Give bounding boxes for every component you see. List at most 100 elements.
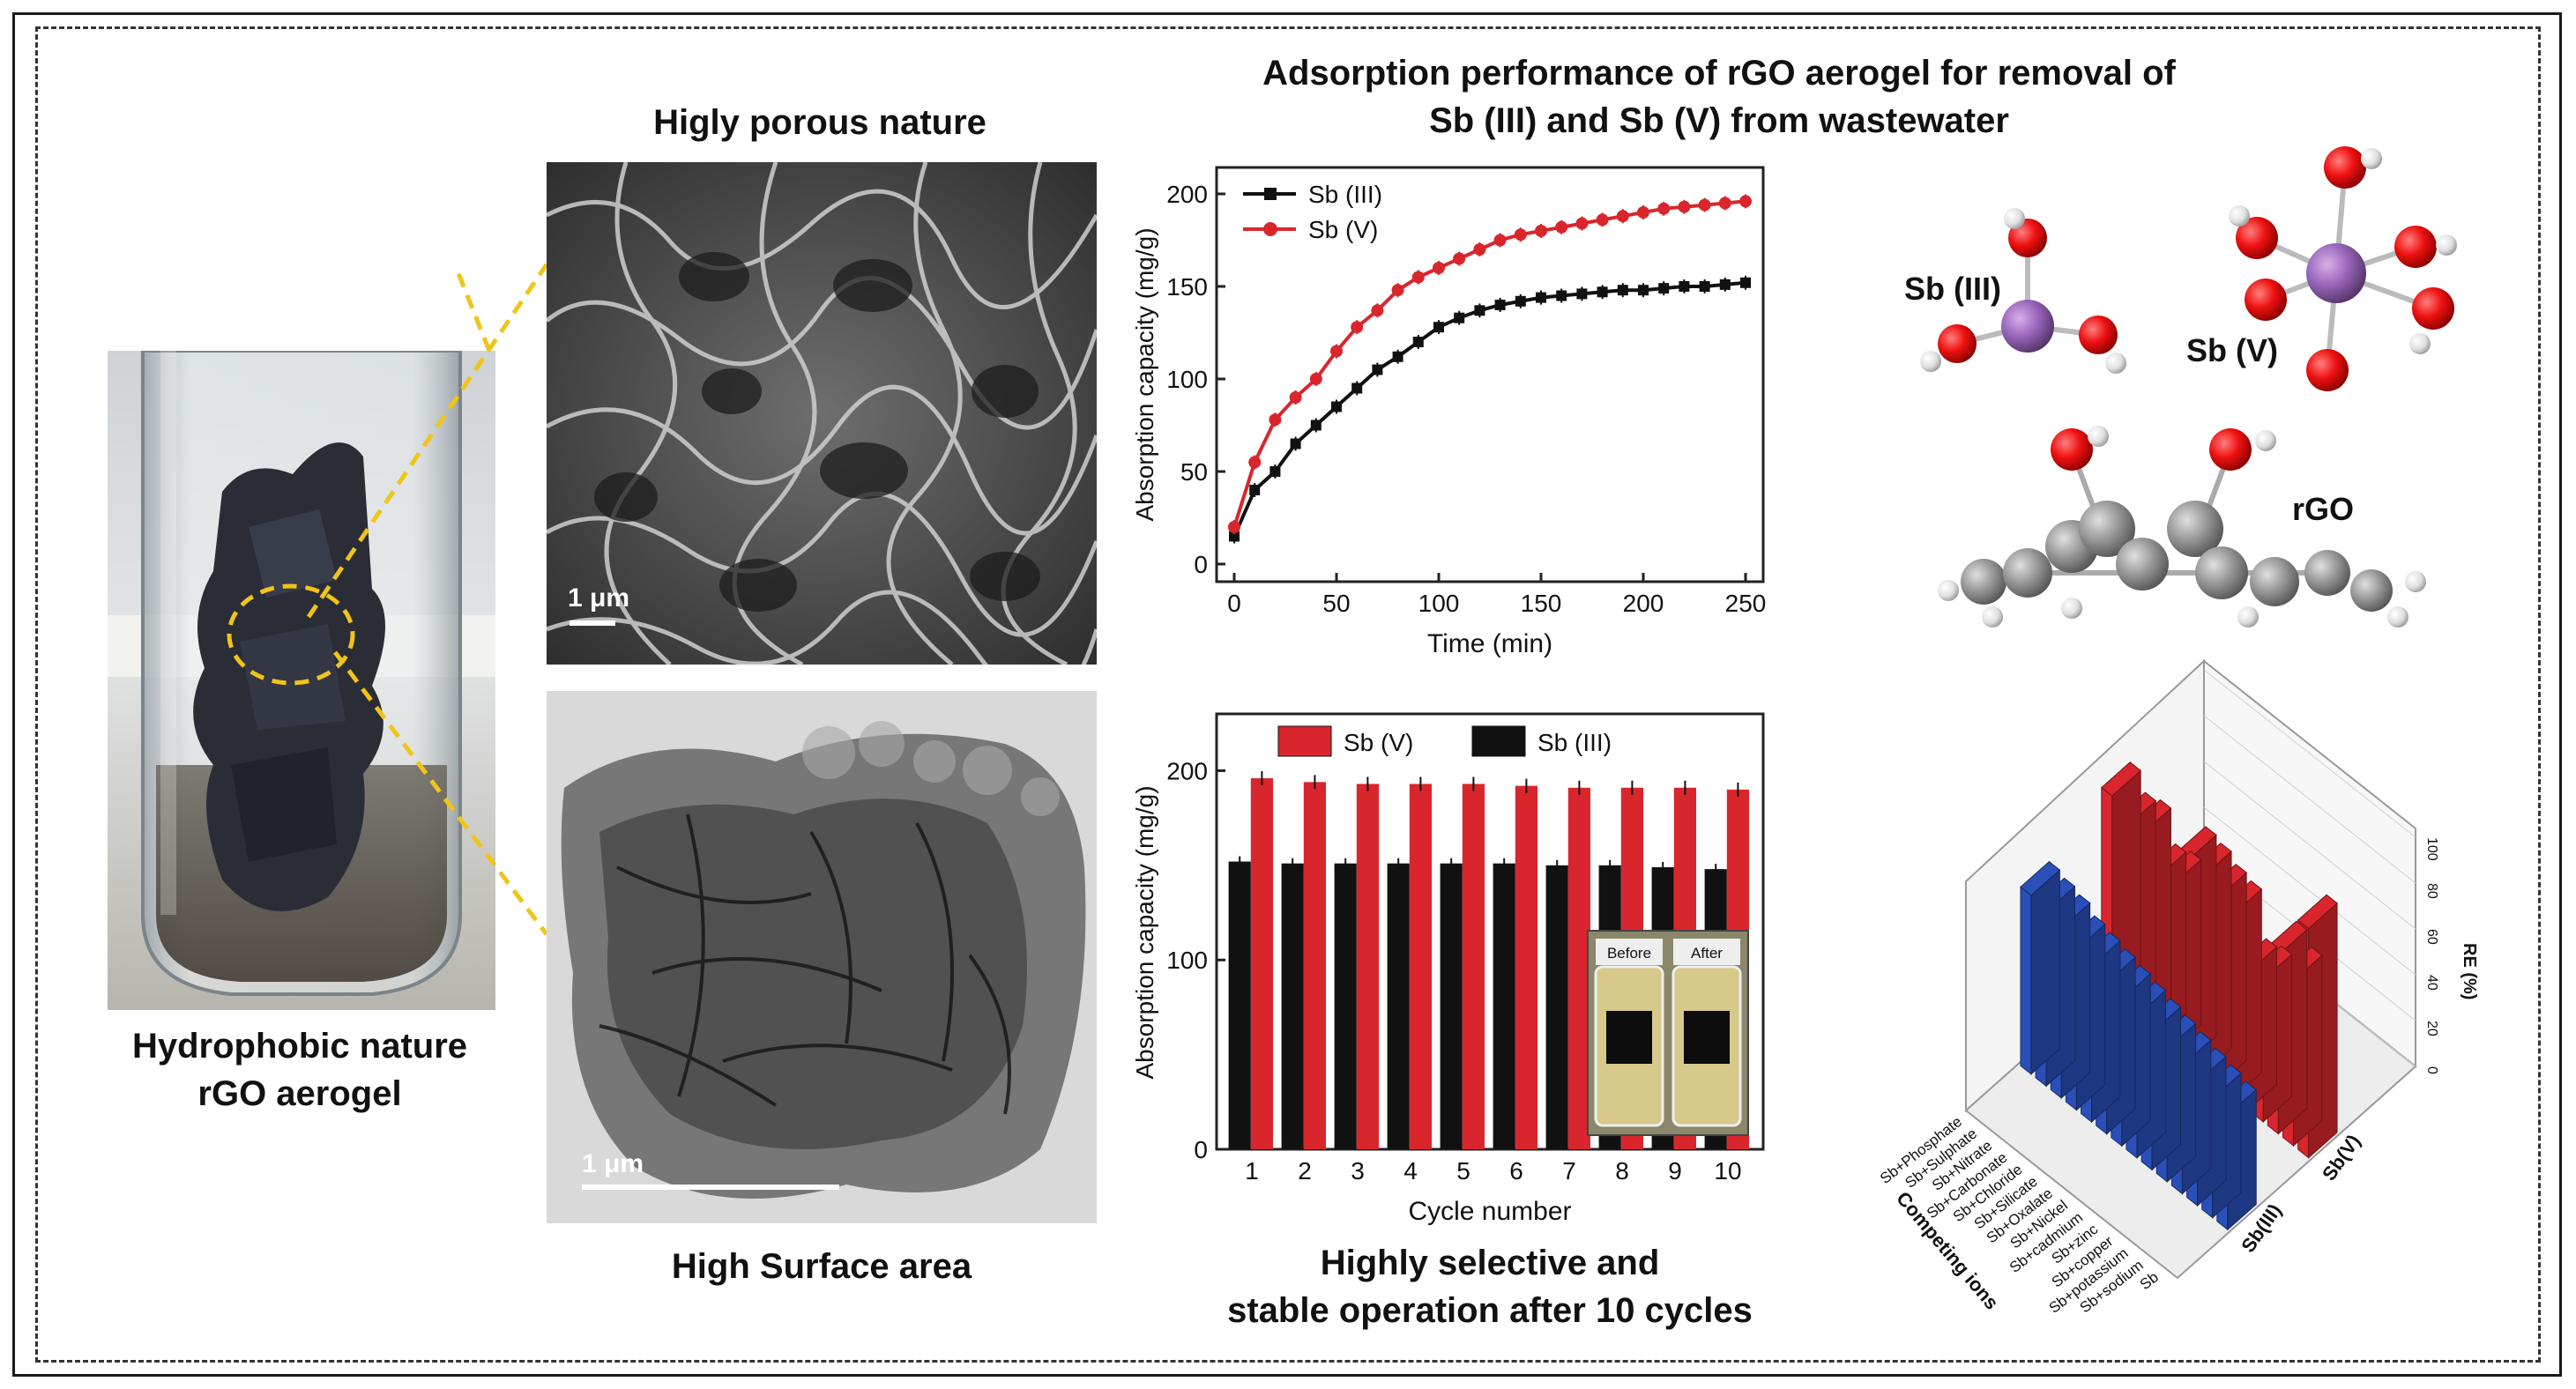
line-point: [1698, 198, 1711, 212]
bar-sb3: [1545, 865, 1568, 1149]
bar-xtick-label: 4: [1403, 1157, 1418, 1185]
z-gridline: [2203, 761, 2416, 930]
line-point: [1739, 195, 1752, 208]
sem-title: Higly porous nature: [653, 103, 986, 142]
z-gridline: [2203, 669, 2416, 838]
sb5-label: Sb (V): [2186, 332, 2278, 368]
line-point: [1637, 206, 1649, 219]
bar-xtick-label: 6: [1509, 1157, 1523, 1185]
line-point: [1638, 285, 1649, 296]
bar-ytick-label: 0: [1194, 1136, 1208, 1163]
line-point: [1515, 295, 1526, 307]
bar-legend-swatch: [1471, 725, 1526, 757]
bottom-title-text: Highly selective and stable operation af…: [1227, 1244, 1753, 1330]
line-point: [1679, 281, 1690, 292]
bar-chart: 0 100 200 1 2 3 4 5 6 7 8 9 10 Sb (V) Sb (III) Cycle …: [1120, 705, 1781, 1234]
z-tick-label: 80: [2424, 883, 2439, 899]
line-point: [1331, 401, 1342, 412]
line-point: [1249, 485, 1261, 495]
line-point: [1289, 391, 1302, 404]
rgo-label: rGO: [2292, 491, 2354, 527]
bar-sb3: [1281, 863, 1304, 1149]
bar-xtick-label: 5: [1456, 1157, 1470, 1185]
line-point: [1228, 521, 1240, 533]
line-point: [1290, 438, 1301, 449]
line-point: [1596, 213, 1609, 227]
bar-legend-label: Sb (V): [1344, 729, 1413, 756]
caption-hydrophobic-text: Hydrophobic nature rGO aerogel: [131, 1027, 468, 1113]
line-point: [1433, 322, 1444, 333]
line-point: [1658, 283, 1670, 294]
bar-sb5: [1462, 784, 1485, 1149]
bar-sb3: [1493, 863, 1515, 1149]
line-point: [1576, 288, 1588, 300]
rgo-oxygen-2: [2209, 428, 2252, 471]
bar-sb5: [1356, 784, 1379, 1149]
line-point: [1718, 197, 1731, 210]
line-xtick-label: 250: [1725, 590, 1767, 617]
line-legend: Sb (III) Sb (V): [1243, 181, 1382, 243]
bar-sb3: [1334, 863, 1357, 1149]
line-point: [1392, 351, 1403, 362]
z-axis-label: RE (%): [2460, 943, 2479, 999]
line-xtick-label: 0: [1227, 590, 1241, 617]
line-point: [1740, 277, 1751, 288]
line-point: [1454, 312, 1465, 323]
line-point: [1371, 304, 1384, 317]
sb3-atom: [2001, 300, 2054, 353]
bar-sb5: [1515, 785, 1537, 1149]
bar-legend-swatch: [1277, 725, 1332, 757]
bar3d-top-0: [2297, 894, 2338, 930]
z-tick-label: 60: [2424, 929, 2439, 945]
line-point: [1309, 373, 1322, 385]
line-point: [1391, 284, 1404, 297]
vials-inset-photo: Before After: [1587, 930, 1749, 1136]
aerogel-vial-photo: [108, 351, 495, 1010]
molecule-svg: Sb (III) Sb (V) rGO: [1904, 146, 2457, 628]
line-point: [1556, 290, 1567, 301]
line-point: [1351, 321, 1364, 334]
bar3d-top-1: [2020, 860, 2061, 896]
bar-sb5: [1303, 782, 1326, 1149]
z-tick-label: 100: [2424, 837, 2439, 861]
bar3d-top-0: [2100, 761, 2141, 797]
line-point: [1474, 305, 1485, 316]
line-point: [1351, 383, 1363, 394]
line-point: [1616, 210, 1629, 223]
line-point: [1412, 337, 1424, 347]
line-point: [1575, 217, 1589, 230]
selectivity-svg: 020406080100Sb+PhosphateSb+SulphateSb+Ni…: [1877, 658, 2479, 1317]
line-point: [1473, 243, 1486, 256]
line-point: [1411, 271, 1425, 284]
sb5-atom: [2306, 243, 2366, 303]
line-point: [1597, 286, 1608, 298]
z-tick-label: 40: [2424, 975, 2439, 991]
tem-scale-label: 1 μm: [582, 1149, 644, 1178]
line-series: [1228, 194, 1752, 544]
line-point: [1330, 345, 1343, 358]
caption-hydrophobic: Hydrophobic nature rGO aerogel: [71, 1022, 529, 1118]
z-gridline: [2203, 715, 2416, 884]
line-point: [1555, 220, 1568, 234]
line-point: [1719, 279, 1731, 290]
line-point: [1536, 292, 1546, 303]
outer-frame: [12, 12, 2562, 1377]
bar-xtick-label: 10: [1714, 1157, 1741, 1185]
selectivity-3d-chart: 0 20 40 60 80 100 Sb+Phosphate Sb+Sulphate Sb+Ni…: [1834, 652, 2521, 1340]
molecule-diagram: Sb (III) Sb (V) rGO: [1851, 132, 2468, 635]
line-point: [1493, 234, 1507, 247]
bar-axes: 0 100 200 1 2 3 4 5 6 7 8 9 10: [1166, 757, 1741, 1185]
bar-sb3: [1228, 861, 1251, 1149]
line-point: [1699, 281, 1710, 292]
bar-xtick-label: 3: [1351, 1157, 1365, 1185]
line-ytick-label: 150: [1166, 273, 1208, 301]
line-point: [1678, 200, 1691, 213]
line-legend-marker: [1263, 222, 1277, 236]
line-point: [1269, 466, 1281, 477]
bottom-title: Highly selective and stable operation af…: [1146, 1239, 1834, 1334]
line-point: [1310, 420, 1322, 431]
tem-scale-bar: [582, 1185, 839, 1190]
tem-title: High Surface area: [671, 1247, 972, 1286]
line-point: [1433, 262, 1445, 274]
